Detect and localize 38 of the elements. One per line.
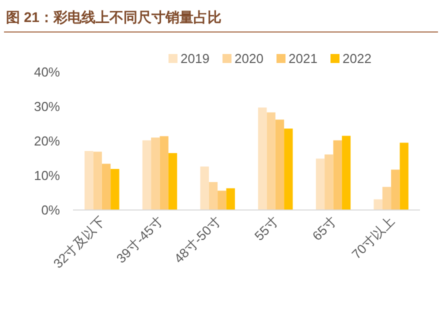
bar xyxy=(160,136,168,210)
chart-title: 图 21：彩电线上不同尺寸销量占比 xyxy=(6,9,222,25)
x-tick-label: 39寸-45寸 xyxy=(113,214,166,266)
bar xyxy=(266,112,276,210)
y-tick-label: 40% xyxy=(34,64,60,80)
y-tick-label: 20% xyxy=(34,134,60,148)
bar xyxy=(200,166,209,210)
bar xyxy=(110,168,120,210)
bar xyxy=(102,164,111,210)
legend-label: 2020 xyxy=(234,51,264,66)
bar xyxy=(342,136,351,210)
bar xyxy=(324,154,334,210)
bar xyxy=(382,186,392,210)
x-tick-label: 48寸-50寸 xyxy=(171,214,224,266)
bar xyxy=(333,140,342,210)
bar xyxy=(374,199,382,210)
bar xyxy=(226,188,235,210)
x-tick-label: 55寸 xyxy=(252,214,282,244)
bar xyxy=(400,142,408,210)
bar xyxy=(168,153,178,210)
legend-label: 2022 xyxy=(342,51,372,66)
bar xyxy=(284,128,293,210)
y-tick-label: 10% xyxy=(34,168,60,183)
y-tick-label: 30% xyxy=(34,99,60,114)
x-tick-label: 70寸以上 xyxy=(348,214,398,262)
bar xyxy=(151,138,160,210)
bar xyxy=(84,151,94,210)
legend-label: 2021 xyxy=(288,51,318,66)
bar xyxy=(142,140,152,210)
bar xyxy=(218,190,226,210)
legend-label: 2019 xyxy=(180,51,210,66)
bar xyxy=(93,152,102,210)
bar xyxy=(275,120,284,210)
bar xyxy=(391,170,400,210)
bar xyxy=(208,182,218,210)
x-tick-label: 65寸 xyxy=(309,214,340,244)
bar xyxy=(258,108,267,210)
bar xyxy=(316,158,325,210)
